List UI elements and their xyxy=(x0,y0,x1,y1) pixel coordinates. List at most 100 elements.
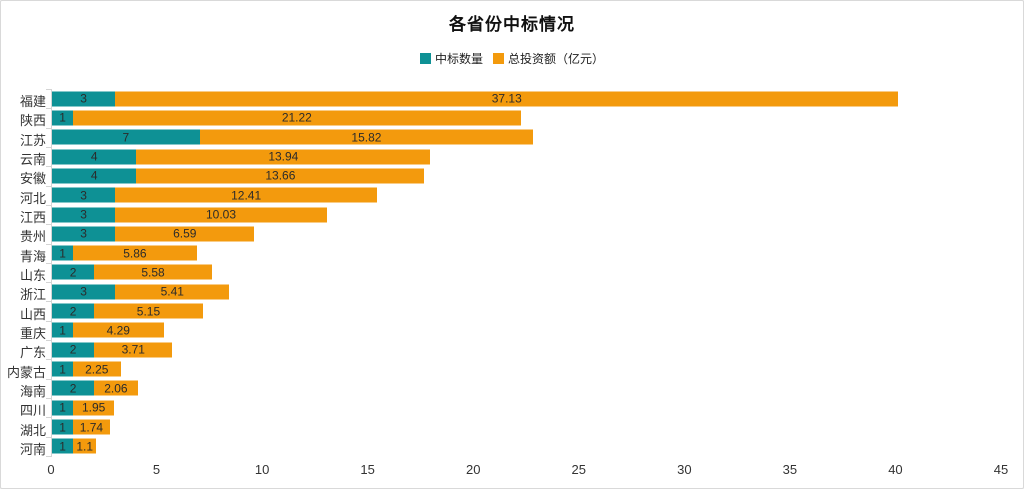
amount-bar-segment[interactable]: 1.74 xyxy=(73,419,110,435)
legend-item-count[interactable]: 中标数量 xyxy=(419,50,483,67)
amount-bar-segment[interactable]: 37.13 xyxy=(115,91,899,107)
count-bar-segment[interactable]: 1 xyxy=(52,245,74,261)
amount-bar-segment[interactable]: 12.41 xyxy=(115,187,377,203)
stacked-bar: 1 1.74 xyxy=(52,419,1001,435)
count-value-label: 1 xyxy=(59,420,66,435)
stacked-bar: 1 21.22 xyxy=(52,110,1001,126)
amount-bar-segment[interactable]: 4.29 xyxy=(73,322,164,338)
count-bar-segment[interactable]: 1 xyxy=(52,419,74,435)
category-label: 福建 xyxy=(19,94,46,110)
stacked-bar: 3 10.03 xyxy=(52,207,1001,223)
count-bar-segment[interactable]: 2 xyxy=(52,380,95,396)
x-axis-labels: 0 5 10 15 20 25 30 35 40 45 xyxy=(47,462,1008,480)
count-bar-segment[interactable]: 1 xyxy=(52,400,74,416)
count-bar-segment[interactable]: 4 xyxy=(52,168,137,184)
bar-row: 3 10.03 xyxy=(52,205,1001,224)
amount-value-label: 13.66 xyxy=(265,168,296,183)
y-axis-tick xyxy=(46,417,52,419)
amount-value-label: 5.41 xyxy=(160,284,184,299)
count-value-label: 1 xyxy=(59,439,66,454)
count-bar-segment[interactable]: 3 xyxy=(52,207,116,223)
count-bar-segment[interactable]: 1 xyxy=(52,438,74,454)
stacked-bar: 3 6.59 xyxy=(52,226,1001,242)
y-axis-tick xyxy=(46,204,52,206)
count-value-label: 4 xyxy=(90,168,98,183)
y-axis-tick xyxy=(46,301,52,303)
amount-value-label: 1.95 xyxy=(81,400,106,415)
legend-item-amount[interactable]: 总投资额（亿元） xyxy=(493,50,604,67)
stacked-bar: 4 13.66 xyxy=(52,168,1001,184)
amount-bar-segment[interactable]: 21.22 xyxy=(73,110,521,126)
y-axis-tick xyxy=(46,398,52,400)
amount-bar-segment[interactable]: 15.82 xyxy=(199,129,534,145)
count-bar-segment[interactable]: 3 xyxy=(52,284,116,300)
stacked-bar: 2 3.71 xyxy=(52,342,1001,358)
amount-bar-segment[interactable]: 5.86 xyxy=(73,245,197,261)
amount-bar-segment[interactable]: 10.03 xyxy=(115,207,327,223)
x-tick-label: 0 xyxy=(47,462,55,477)
count-value-label: 2 xyxy=(69,304,77,319)
amount-value-label: 37.13 xyxy=(491,91,522,106)
count-bar-segment[interactable]: 1 xyxy=(52,361,74,377)
y-axis-tick xyxy=(46,359,52,361)
y-axis-tick xyxy=(46,262,52,264)
x-tick-label: 40 xyxy=(888,462,903,477)
amount-bar-segment[interactable]: 6.59 xyxy=(115,226,255,242)
amount-bar-segment[interactable]: 2.06 xyxy=(94,380,138,396)
count-value-label: 1 xyxy=(59,110,66,125)
count-value-label: 1 xyxy=(59,323,66,338)
count-bar-segment[interactable]: 2 xyxy=(52,303,95,319)
amount-bar-segment[interactable]: 5.58 xyxy=(94,264,212,280)
bar-row: 3 6.59 xyxy=(52,224,1001,243)
stacked-bar: 2 5.15 xyxy=(52,303,1001,319)
bar-row: 3 12.41 xyxy=(52,186,1001,205)
amount-bar-segment[interactable]: 2.25 xyxy=(73,361,121,377)
count-bar-segment[interactable]: 3 xyxy=(52,91,116,107)
stacked-bar: 1 4.29 xyxy=(52,322,1001,338)
count-bar-segment[interactable]: 3 xyxy=(52,226,116,242)
category-label: 陕西 xyxy=(19,113,46,129)
count-value-label: 7 xyxy=(122,130,130,145)
category-label: 云南 xyxy=(19,152,46,168)
amount-value-label: 13.94 xyxy=(268,149,299,164)
amount-value-label: 12.41 xyxy=(231,188,262,203)
category-label: 贵州 xyxy=(19,229,46,245)
bar-row: 1 5.86 xyxy=(52,244,1001,263)
category-label: 河北 xyxy=(19,190,46,206)
count-bar-segment[interactable]: 7 xyxy=(52,129,200,145)
y-axis-tick xyxy=(46,436,52,438)
category-label: 内蒙古 xyxy=(6,364,46,380)
amount-value-label: 4.29 xyxy=(106,323,130,338)
amount-bar-segment[interactable]: 1.95 xyxy=(73,400,115,416)
amount-value-label: 5.15 xyxy=(136,304,161,319)
amount-bar-segment[interactable]: 1.1 xyxy=(73,438,97,454)
count-value-label: 2 xyxy=(69,265,77,280)
amount-bar-segment[interactable]: 5.15 xyxy=(94,303,203,319)
count-bar-segment[interactable]: 1 xyxy=(52,322,74,338)
count-bar-segment[interactable]: 1 xyxy=(52,110,74,126)
count-value-label: 1 xyxy=(59,246,66,261)
stacked-bar: 3 12.41 xyxy=(52,187,1001,203)
y-axis-tick xyxy=(46,89,52,90)
category-label: 江苏 xyxy=(19,132,46,148)
stacked-bar: 2 2.06 xyxy=(52,380,1001,396)
amount-bar-segment[interactable]: 13.94 xyxy=(136,149,431,165)
count-bar-segment[interactable]: 2 xyxy=(52,264,95,280)
count-bar-segment[interactable]: 3 xyxy=(52,187,116,203)
category-label: 湖北 xyxy=(19,422,46,438)
bar-row: 1 2.25 xyxy=(52,359,1001,378)
count-value-label: 2 xyxy=(69,381,77,396)
y-axis-tick xyxy=(46,340,52,342)
count-bar-segment[interactable]: 4 xyxy=(52,149,137,165)
amount-bar-segment[interactable]: 3.71 xyxy=(94,342,173,358)
legend-count-swatch-icon xyxy=(419,53,431,64)
count-bar-segment[interactable]: 2 xyxy=(52,342,95,358)
category-label: 江西 xyxy=(19,210,46,226)
x-tick-label: 20 xyxy=(465,462,481,477)
x-tick-label: 45 xyxy=(993,462,1009,477)
amount-bar-segment[interactable]: 5.41 xyxy=(115,284,230,300)
chart-title: 各省份中标情况 xyxy=(449,15,575,34)
amount-bar-segment[interactable]: 13.66 xyxy=(136,168,425,184)
category-label: 四川 xyxy=(19,403,46,419)
bar-row: 2 3.71 xyxy=(52,340,1001,359)
